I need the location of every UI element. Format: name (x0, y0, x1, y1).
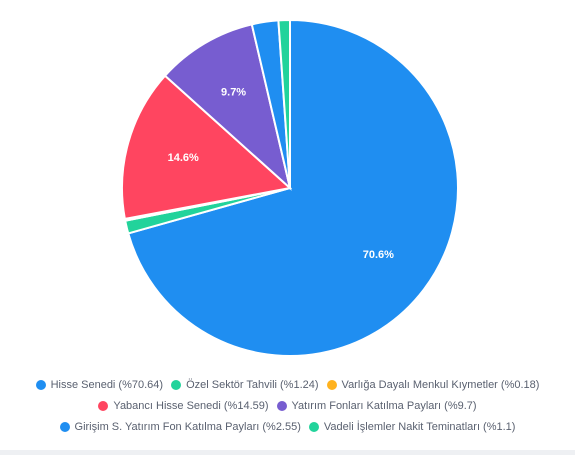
chart-legend: Hisse Senedi (%70.64) Özel Sektör Tahvil… (0, 374, 575, 437)
legend-item-girisim[interactable]: Girişim S. Yatırım Fon Katılma Payları (… (59, 420, 301, 433)
legend-marker (171, 379, 182, 390)
legend-label: Vadeli İşlemler Nakit Teminatları (%1.1) (323, 420, 516, 433)
legend-label: Özel Sektör Tahvili (%1.24) (186, 378, 319, 391)
pie-slice[interactable] (127, 18, 459, 357)
legend-marker (326, 379, 337, 390)
pie-slice[interactable] (277, 18, 291, 189)
legend-item-yatirim-fonlari[interactable]: Yatırım Fonları Katılma Payları (%9.7) (276, 399, 477, 412)
legend-marker (98, 400, 109, 411)
legend-marker (59, 421, 70, 432)
legend-marker (35, 379, 46, 390)
legend-item-hisse-senedi[interactable]: Hisse Senedi (%70.64) (35, 378, 164, 391)
slice-data-label: 70.6% (363, 249, 394, 261)
legend-marker (276, 400, 287, 411)
legend-label: Yabancı Hisse Senedi (%14.59) (113, 399, 269, 412)
legend-row: Yabancı Hisse Senedi (%14.59) Yatırım Fo… (0, 395, 575, 416)
pie-slice[interactable] (163, 23, 292, 191)
bottom-divider (0, 450, 575, 455)
legend-label: Girişim S. Yatırım Fon Katılma Payları (… (74, 420, 301, 433)
legend-label: Hisse Senedi (%70.64) (50, 378, 164, 391)
legend-label: Yatırım Fonları Katılma Payları (%9.7) (291, 399, 477, 412)
legend-item-yabanci-hisse[interactable]: Yabancı Hisse Senedi (%14.59) (98, 399, 269, 412)
slice-data-label: 9.7% (221, 86, 246, 98)
legend-row: Girişim S. Yatırım Fon Katılma Payları (… (0, 416, 575, 437)
legend-item-vadeli[interactable]: Vadeli İşlemler Nakit Teminatları (%1.1) (308, 420, 516, 433)
legend-marker (308, 421, 319, 432)
legend-item-ozel-sektor-tahvili[interactable]: Özel Sektör Tahvili (%1.24) (171, 378, 319, 391)
legend-label: Varlığa Dayalı Menkul Kıymetler (%0.18) (341, 378, 540, 391)
pie-chart: 70.6% 14.6% 9.7% (121, 18, 459, 357)
legend-row: Hisse Senedi (%70.64) Özel Sektör Tahvil… (0, 374, 575, 395)
pie-slice[interactable] (121, 74, 293, 221)
slice-data-label: 14.6% (168, 152, 199, 164)
legend-item-varliga-dayali[interactable]: Varlığa Dayalı Menkul Kıymetler (%0.18) (326, 378, 540, 391)
